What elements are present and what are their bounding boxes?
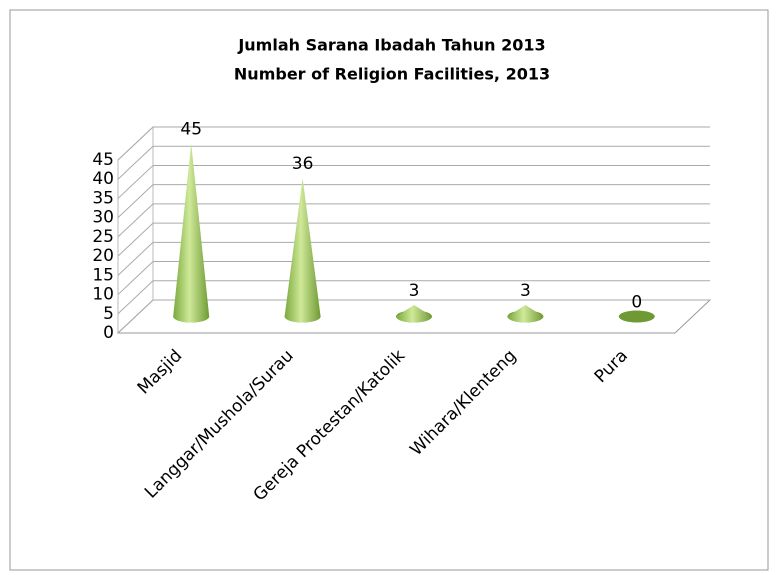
cone [618,310,655,323]
cone [173,143,210,323]
value-label: 3 [409,281,420,301]
value-label: 45 [180,120,202,140]
cone-part [284,178,321,323]
value-label: 0 [631,293,642,313]
y-tick-label: 35 [92,188,114,208]
cone [507,304,544,323]
y-tick-label: 15 [92,265,114,285]
cone-part [507,304,544,323]
grid-line [117,241,710,276]
grid-line [117,145,710,180]
cone-part [618,310,655,323]
y-tick-label: 40 [92,169,114,189]
y-tick-label: 45 [92,150,114,170]
cone-part [173,143,210,323]
chart-border [9,9,769,571]
grid-line [117,222,710,257]
value-label: 36 [292,154,314,174]
value-label: 3 [520,281,531,301]
y-tick-label: 30 [92,208,114,228]
chart-title: Jumlah Sarana Ibadah Tahun 2013 [237,36,545,55]
cone-part [396,304,432,323]
y-tick-label: 0 [103,323,114,343]
grid-line [117,203,710,238]
cone [284,178,321,323]
grid-line [117,261,710,295]
y-tick-label: 5 [103,304,114,324]
y-tick-label: 10 [92,285,114,305]
cone [396,304,432,323]
grid-line [117,184,710,219]
chart-subtitle: Number of Religion Facilities, 2013 [234,65,550,84]
grid-line [117,299,710,334]
y-tick-label: 25 [92,227,114,247]
grid-line [117,280,710,315]
y-tick-label: 20 [92,246,114,266]
grid-line [117,164,710,199]
grid-line [117,126,710,161]
